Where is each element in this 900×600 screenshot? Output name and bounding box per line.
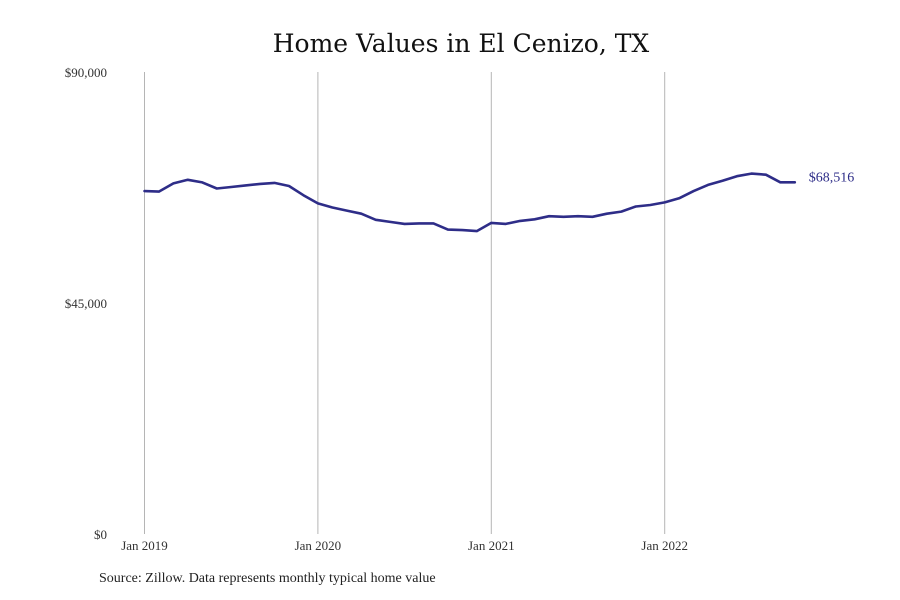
end-value-label: $68,516 bbox=[809, 170, 855, 185]
x-tick-label: Jan 2021 bbox=[468, 538, 515, 553]
x-axis: Jan 2019 Jan 2020 Jan 2021 Jan 2022 bbox=[121, 538, 688, 553]
x-tick-label: Jan 2020 bbox=[295, 538, 342, 553]
x-tick-label: Jan 2019 bbox=[121, 538, 168, 553]
y-tick-label: $90,000 bbox=[65, 65, 107, 80]
source-note: Source: Zillow. Data represents monthly … bbox=[99, 571, 436, 586]
series-lines bbox=[143, 172, 797, 233]
chart-title: Home Values in El Cenizo, TX bbox=[273, 29, 650, 58]
series-line bbox=[143, 172, 797, 233]
x-tick-label: Jan 2022 bbox=[641, 538, 688, 553]
y-tick-label: $45,000 bbox=[65, 296, 107, 311]
y-axis: $0 $45,000 $90,000 bbox=[65, 65, 107, 542]
gridlines bbox=[144, 72, 666, 534]
y-tick-label: $0 bbox=[94, 527, 107, 542]
data-labels: $68,516 bbox=[809, 170, 855, 185]
